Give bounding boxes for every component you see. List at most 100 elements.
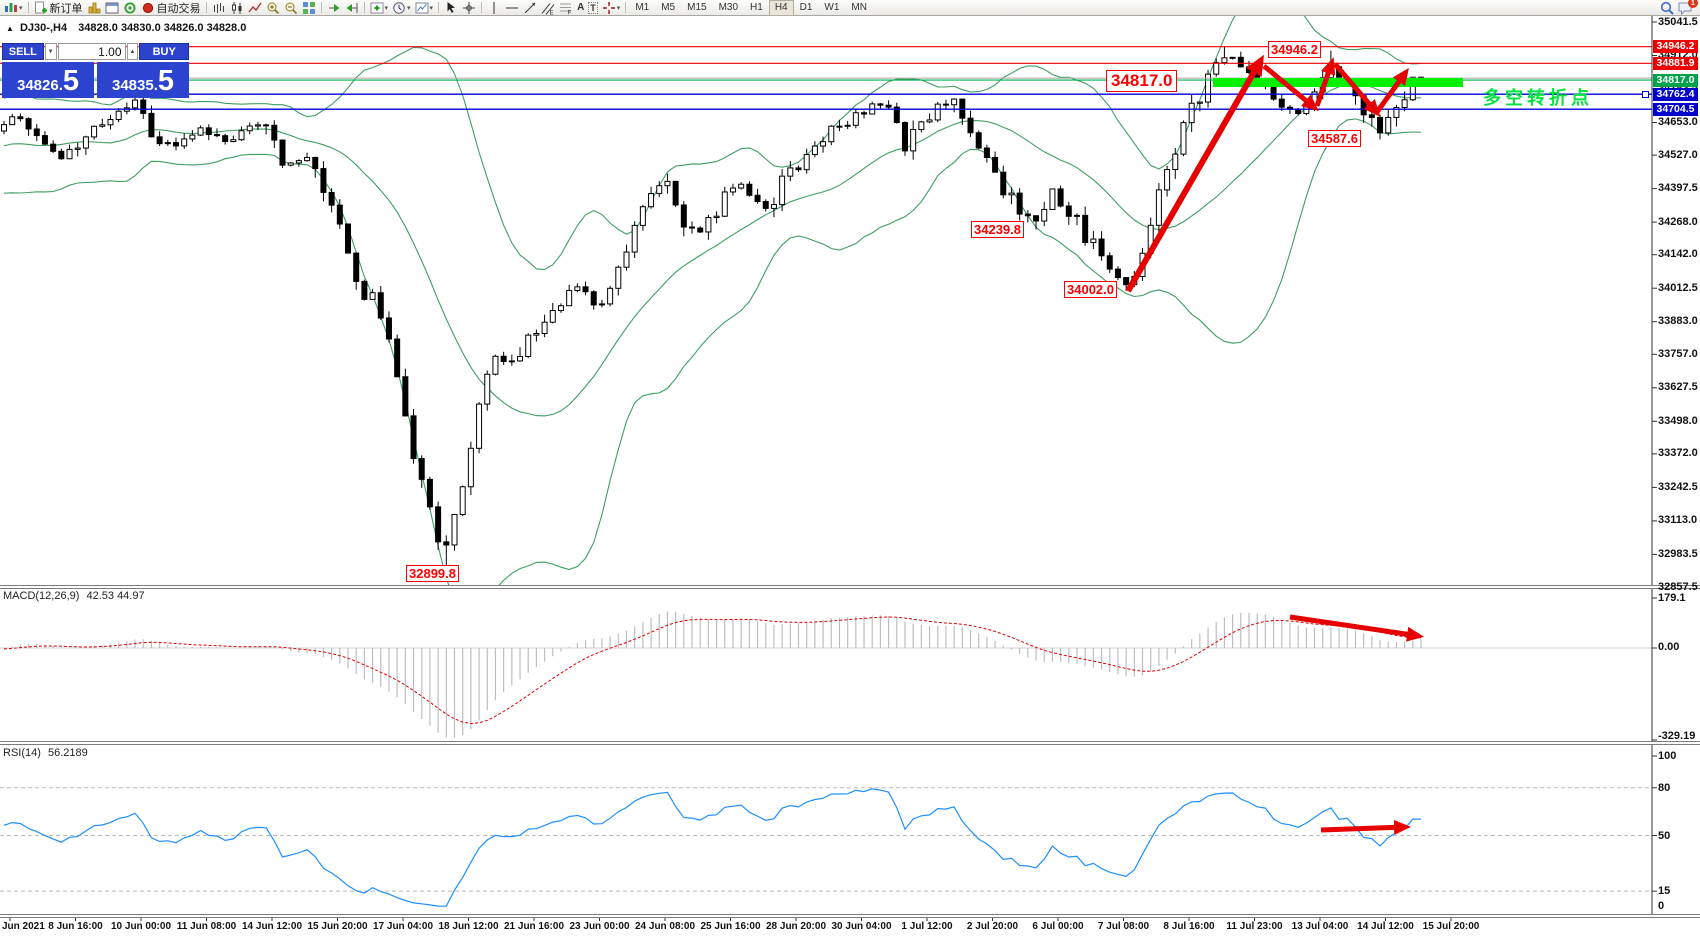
time-label: 17 Jun 04:00 — [372, 921, 434, 932]
price-annotation-34587_6[interactable]: 34587.6 — [1308, 130, 1361, 147]
vertical-line-icon — [487, 1, 501, 15]
sell-price-display[interactable]: 34826. 5 — [2, 62, 94, 98]
sell-button[interactable]: SELL — [2, 43, 44, 60]
time-label: 15 Jun 20:00 — [307, 921, 368, 932]
text-label-button[interactable]: T — [586, 0, 600, 15]
trendline-button[interactable] — [521, 0, 539, 15]
search-button[interactable] — [1658, 0, 1676, 15]
toolbar: ▾ 新订单 自动交易 ▾ ▾ ▾ E F A T ▾ M1 M5 M15 M30 H1 H… — [0, 0, 1700, 16]
line-selection-handle[interactable] — [1642, 91, 1649, 98]
timeframe-m1[interactable]: M1 — [635, 1, 650, 13]
rsi-tick: 15 — [1658, 885, 1671, 898]
fibonacci-button[interactable]: F — [557, 0, 575, 15]
arrows-button[interactable]: ▾ — [600, 0, 623, 15]
price-badge-red: 34946.2 — [1653, 40, 1698, 54]
timeframe-d1[interactable]: D1 — [799, 1, 813, 13]
trend-arrow[interactable] — [1314, 57, 1336, 107]
buy-button[interactable]: BUY — [139, 43, 189, 60]
cn-annotation-text[interactable]: 多空转折点 — [1483, 88, 1593, 108]
trend-arrow[interactable] — [1333, 62, 1381, 117]
rsi-tick: 100 — [1658, 750, 1677, 762]
price-annotation-34002_0[interactable]: 34002.0 — [1064, 281, 1117, 298]
chevron-down-icon: ▾ — [19, 4, 23, 12]
market-watch-button[interactable] — [85, 0, 103, 15]
sell-price-main: 34826. — [16, 77, 63, 94]
trend-arrow[interactable] — [1320, 819, 1411, 835]
autotrading-button[interactable]: 自动交易 — [139, 0, 203, 15]
macd-values: 42.53 44.97 — [86, 590, 145, 602]
price-annotation-34817_0[interactable]: 34817.0 — [1106, 70, 1178, 92]
trend-arrow[interactable] — [1262, 64, 1319, 112]
svg-text:E: E — [550, 10, 554, 15]
timeframe-h1[interactable]: H1 — [750, 1, 763, 13]
data-window-button[interactable] — [103, 0, 121, 15]
price-tick: 33242.5 — [1658, 480, 1698, 493]
price-tick: 33372.0 — [1658, 447, 1698, 460]
trend-arrow[interactable] — [1374, 67, 1409, 114]
zoom-out-button[interactable] — [282, 0, 300, 15]
volume-increase-button[interactable]: ▲ — [126, 43, 139, 60]
price-tick: 32857.5 — [1658, 580, 1698, 593]
price-annotation-34239_8[interactable]: 34239.8 — [971, 221, 1024, 238]
price-tick: 33883.0 — [1658, 315, 1698, 328]
candlestick-button[interactable] — [228, 0, 246, 15]
tile-windows-button[interactable] — [300, 0, 318, 15]
line-chart-button[interactable] — [246, 0, 264, 15]
toolbar-separator — [438, 2, 440, 13]
price-tick: 34268.0 — [1658, 215, 1698, 228]
sell-price-big: 5 — [62, 65, 80, 97]
vertical-line-button[interactable] — [485, 0, 503, 15]
mini-chart-icon — [4, 1, 18, 15]
time-label: 13 Jul 04:00 — [1291, 921, 1349, 932]
green-zone-bar[interactable] — [1213, 78, 1463, 87]
text-button[interactable]: A — [575, 0, 586, 15]
volume-decrease-button[interactable]: ▼ — [44, 43, 57, 60]
zoom-in-button[interactable] — [264, 0, 282, 15]
bollinger-band — [3, 83, 1422, 417]
chart-shift-button[interactable] — [343, 0, 361, 15]
templates-button[interactable]: ▾ — [413, 0, 436, 15]
price-badge-blue: 34762.4 — [1653, 87, 1698, 101]
timeframe-m30[interactable]: M30 — [718, 1, 739, 13]
price-annotation-34946_2[interactable]: 34946.2 — [1268, 41, 1321, 58]
auto-scroll-button[interactable] — [325, 0, 343, 15]
trend-arrow[interactable] — [1125, 54, 1264, 293]
periods-button[interactable]: ▾ — [390, 0, 413, 15]
toolbar-separator — [320, 2, 322, 13]
buy-price-display[interactable]: 34835. 5 — [97, 62, 189, 98]
timeframe-h4[interactable]: H4 — [768, 0, 794, 16]
price-badge-green: 34817.0 — [1653, 73, 1698, 87]
indicators-button[interactable]: ▾ — [368, 0, 391, 15]
crosshair-button[interactable] — [460, 0, 478, 15]
volume-input[interactable] — [57, 43, 126, 60]
chevron-down-icon: ▾ — [384, 4, 389, 12]
symbol-period: DJ30-,H4 — [19, 22, 68, 34]
pane-divider[interactable] — [0, 741, 1700, 745]
channel-button[interactable]: E — [539, 0, 557, 15]
new-order-button[interactable]: 新订单 — [32, 0, 85, 15]
price-tick: 34653.0 — [1658, 116, 1698, 128]
price-annotation-32899_8[interactable]: 32899.8 — [406, 565, 459, 582]
horizontal-line-button[interactable] — [503, 0, 521, 15]
chart-type-menu[interactable]: ▾ — [2, 0, 25, 15]
toolbar-separator — [481, 2, 483, 13]
time-label: 8 Jun 16:00 — [48, 921, 103, 932]
bar-chart-button[interactable] — [210, 0, 228, 15]
notifications-button[interactable]: 1 — [1676, 0, 1698, 15]
timeframe-mn[interactable]: MN — [851, 1, 867, 13]
timeframe-m5[interactable]: M5 — [661, 1, 676, 13]
timeframe-m15[interactable]: M15 — [687, 1, 707, 13]
text-a-icon: A — [577, 2, 585, 13]
toolbar-separator — [363, 2, 365, 13]
chevron-down-icon: ▾ — [407, 4, 411, 12]
timeframe-w1[interactable]: W1 — [824, 1, 840, 13]
pane-divider[interactable] — [0, 585, 1700, 589]
time-label: 23 Jun 00:00 — [569, 921, 630, 932]
trendline-icon — [523, 1, 537, 15]
cursor-button[interactable] — [442, 0, 460, 15]
price-tick: 33498.0 — [1658, 414, 1698, 427]
trend-arrow[interactable] — [1289, 614, 1424, 642]
signal-button[interactable] — [121, 0, 139, 15]
